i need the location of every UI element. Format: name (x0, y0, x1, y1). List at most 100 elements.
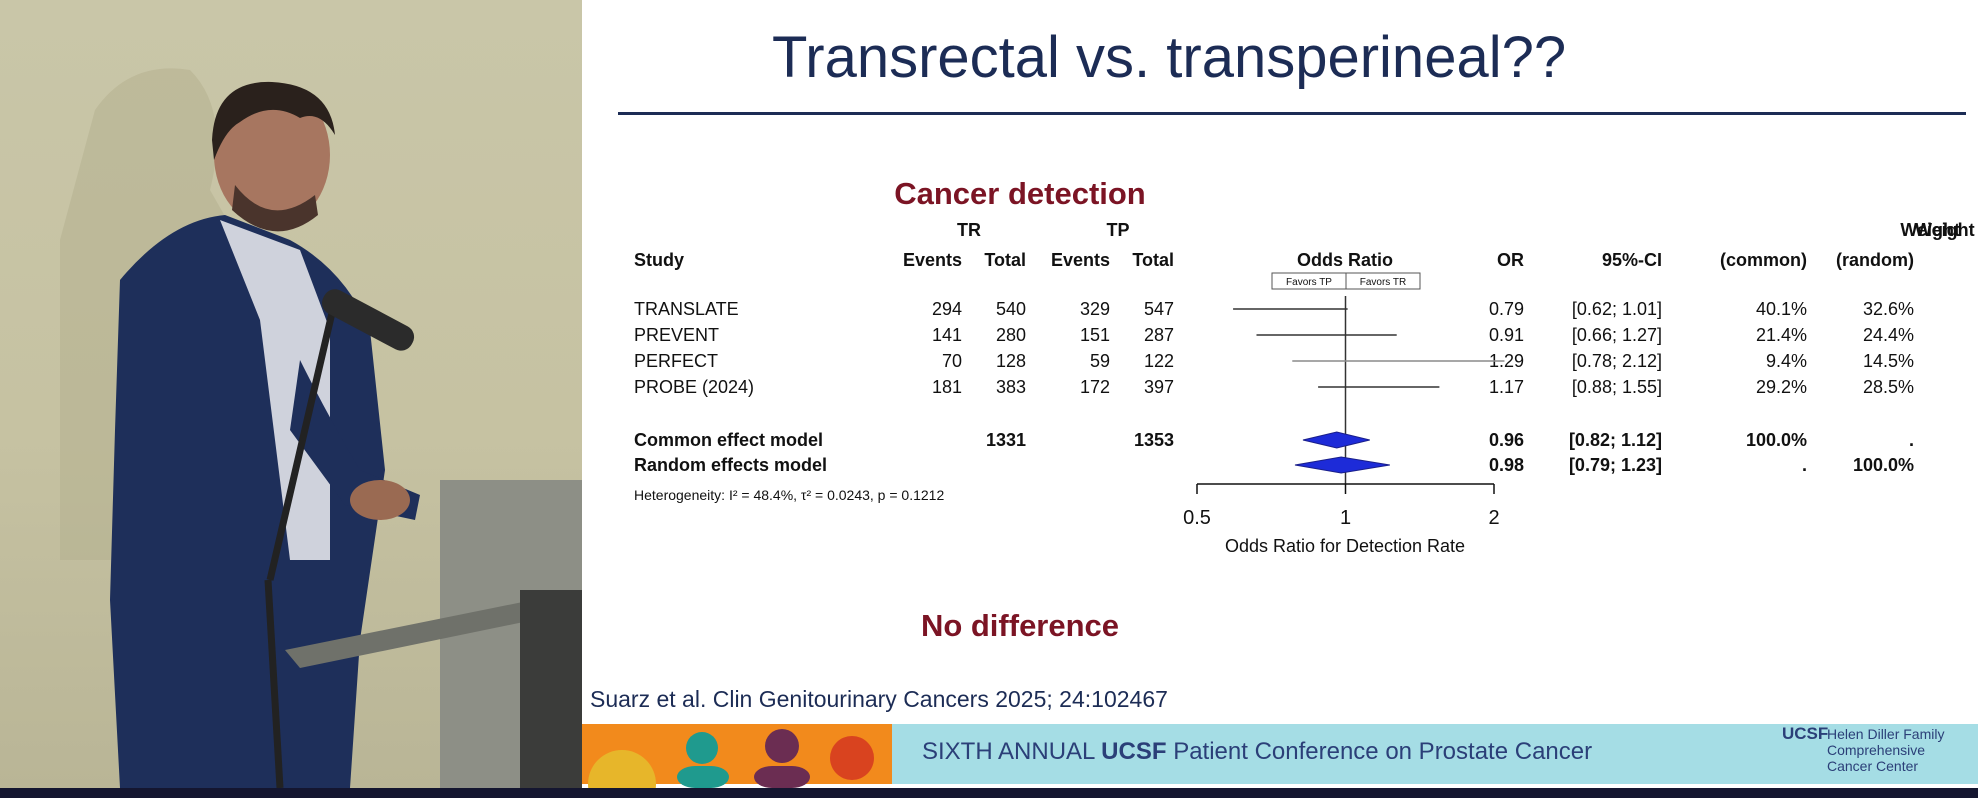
or-value: 0.91 (1489, 325, 1524, 345)
x-tick-label: 1 (1340, 507, 1351, 529)
weight-common: 40.1% (1756, 299, 1807, 319)
pooled-or: 0.96 (1489, 430, 1524, 450)
conference-name: SIXTH ANNUAL UCSF Patient Conference on … (922, 738, 1592, 766)
or-value: 1.29 (1489, 351, 1524, 371)
center-name-line-2: Comprehensive (1827, 742, 1926, 758)
conference-prefix: SIXTH ANNUAL (922, 738, 1095, 765)
col-weight-common-2: (common) (1720, 250, 1807, 270)
ci-value: [0.66; 1.27] (1572, 325, 1662, 345)
conclusion-text: No difference (920, 608, 1120, 643)
tr-total: 280 (996, 325, 1026, 345)
speaker-video (0, 0, 582, 788)
col-ci: 95%-CI (1602, 250, 1662, 270)
pooled-model-name: Random effects model (634, 455, 827, 475)
pooled-ci: [0.79; 1.23] (1569, 455, 1662, 475)
pooled-tp-total: 1353 (1134, 430, 1174, 450)
player-bottom-bar (0, 788, 1978, 798)
mic-stand (266, 299, 339, 581)
col-odds-ratio: Odds Ratio (1297, 250, 1393, 270)
footer-figure-2-head (686, 732, 718, 764)
favors-left-label: Favors TP (1286, 277, 1332, 288)
tp-total: 122 (1144, 351, 1174, 371)
footer-figure-1 (588, 750, 656, 788)
citation: Suarz et al. Clin Genitourinary Cancers … (590, 686, 1168, 712)
footer-band (892, 724, 1978, 784)
or-value: 1.17 (1489, 377, 1524, 397)
col-tp-total: Total (1132, 250, 1174, 270)
weight-common: 21.4% (1756, 325, 1807, 345)
x-tick-label: 0.5 (1183, 507, 1211, 529)
pooled-diamond (1294, 456, 1390, 474)
study-name: TRANSLATE (634, 299, 739, 319)
slide-footer: SIXTH ANNUAL UCSF Patient Conference on … (582, 722, 1978, 788)
tp-events: 329 (1080, 299, 1110, 319)
cancer-center-name: Helen Diller Family Comprehensive Cancer… (1827, 726, 1977, 774)
tr-total: 383 (996, 377, 1026, 397)
weight-common: 29.2% (1756, 377, 1807, 397)
pooled-or: 0.98 (1489, 455, 1524, 475)
pooled-weight-random: . (1909, 430, 1914, 450)
weight-random: 32.6% (1863, 299, 1914, 319)
favors-right-label: Favors TR (1360, 277, 1407, 288)
col-study: Study (634, 250, 684, 270)
panel-title: Cancer detection (894, 176, 1146, 211)
x-axis-label: Odds Ratio for Detection Rate (1225, 536, 1465, 556)
tp-events: 59 (1090, 351, 1110, 371)
tp-events: 172 (1080, 377, 1110, 397)
tp-total: 287 (1144, 325, 1174, 345)
presentation-slide: Transrectal vs. transperineal?? Cancer d… (582, 0, 1978, 788)
weight-random: 14.5% (1863, 351, 1914, 371)
pooled-weight-common: . (1802, 455, 1807, 475)
group-header-tp: TP (1106, 220, 1129, 240)
study-name: PREVENT (634, 325, 719, 345)
col-tr-total: Total (984, 250, 1026, 270)
ci-value: [0.62; 1.01] (1572, 299, 1662, 319)
study-name: PERFECT (634, 351, 718, 371)
center-name-line-1: Helen Diller Family (1827, 726, 1945, 742)
group-header-tr: TR (957, 220, 981, 240)
conference-suffix: Patient Conference on Prostate Cancer (1173, 738, 1593, 765)
pooled-diamond (1302, 431, 1370, 449)
tp-events: 151 (1080, 325, 1110, 345)
pooled-tr-total: 1331 (986, 430, 1026, 450)
conference-brand: UCSF (1101, 738, 1167, 765)
pooled-model-name: Common effect model (634, 430, 823, 450)
tp-total: 397 (1144, 377, 1174, 397)
weight-random: 28.5% (1863, 377, 1914, 397)
tr-events: 70 (942, 351, 962, 371)
pooled-ci: [0.82; 1.12] (1569, 430, 1662, 450)
col-weight-random-1: Weight (1915, 220, 1975, 240)
study-name: PROBE (2024) (634, 377, 754, 397)
col-tp-events: Events (1051, 250, 1110, 270)
mic-pole (264, 579, 284, 788)
x-axis: 0.5 1 2 (1183, 483, 1500, 529)
ci-value: [0.78; 2.12] (1572, 351, 1662, 371)
footer-figure-2-body (677, 766, 729, 788)
speaker-shirt (220, 220, 330, 560)
tr-total: 540 (996, 299, 1026, 319)
forest-rows: TRANSLATE 294 540 329 547 0.79 [0.62; 1.01] 40.… (634, 296, 1914, 484)
footer-figure-3-body (754, 766, 810, 788)
heterogeneity-stats: Heterogeneity: I² = 48.4%, τ² = 0.0243, … (634, 487, 944, 503)
weight-common: 9.4% (1766, 351, 1807, 371)
tp-total: 547 (1144, 299, 1174, 319)
tr-events: 141 (932, 325, 962, 345)
ucsf-logo: UCSF (1782, 724, 1829, 743)
col-or: OR (1497, 250, 1524, 270)
title-divider (618, 112, 1966, 115)
ci-value: [0.88; 1.55] (1572, 377, 1662, 397)
center-name-line-3: Cancer Center (1827, 758, 1919, 774)
footer-graphic (582, 724, 892, 788)
forest-plot: TR TP Weight Weight Study Events Total E… (634, 220, 1975, 556)
tr-events: 294 (932, 299, 962, 319)
col-weight-common-1: Weight (1900, 220, 1960, 240)
col-tr-events: Events (903, 250, 962, 270)
speaker-hand (350, 480, 410, 520)
slide-title: Transrectal vs. transperineal?? (772, 25, 1567, 90)
pooled-weight-common: 100.0% (1746, 430, 1807, 450)
footer-figure-3-head (765, 729, 799, 763)
tr-total: 128 (996, 351, 1026, 371)
tr-events: 181 (932, 377, 962, 397)
speaker-beard (232, 185, 318, 232)
